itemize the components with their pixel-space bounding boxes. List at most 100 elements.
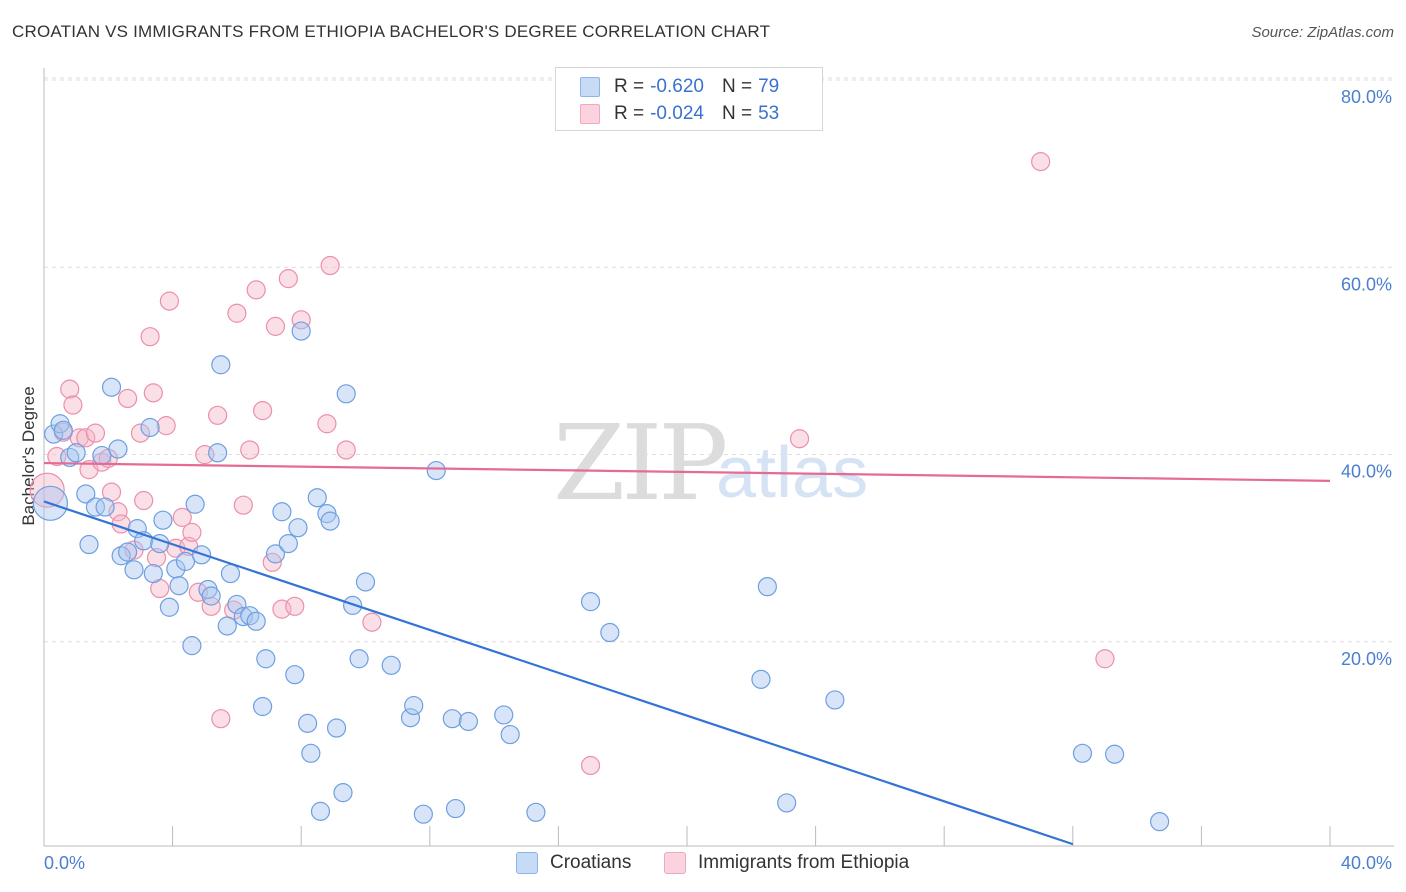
croatians-point [777,793,797,813]
ethiopia-point [63,395,83,415]
croatians-point [320,511,340,531]
croatians-point [298,713,318,733]
y-tick-label-40: 40.0% [1341,462,1392,482]
ethiopia-point [146,548,167,568]
croatians-point [140,417,160,438]
series-ethiopia-points [29,152,1115,776]
croatians-point [208,443,228,463]
croatians-point [108,439,128,459]
croatians-point [404,695,424,716]
croatians-point [1072,743,1093,763]
ethiopia-point [253,401,273,421]
series-legend: Croatians Immigrants from Ethiopia [0,852,1406,878]
croatians-point [256,649,276,669]
ethiopia-point [76,428,96,448]
legend-label-croatians: Croatians [550,852,632,873]
croatians-point [445,798,466,819]
watermark-zip: ZIP [553,402,728,524]
croatians-point [291,321,311,341]
legend-item-croatians[interactable]: Croatians [516,852,631,874]
ethiopia-point [156,416,176,436]
croatians-point [95,497,115,517]
x-tick-label-min: 0.0% [44,853,85,873]
croatians-point [757,577,777,597]
stats-legend-row-ethiopia: R = -0.024 N = 53 [580,102,779,126]
croatians-point [117,542,138,562]
croatians-point [227,594,247,615]
croatians-point [44,424,64,444]
croatians-point [355,572,376,592]
y-tick-label-60: 60.0% [1341,274,1392,294]
r-value-croatians: -0.620 [650,76,704,97]
ethiopia-point [117,388,138,409]
ethiopia-point [1031,152,1051,172]
ethiopia-point [143,383,163,403]
r-value-ethiopia: -0.024 [650,103,704,124]
trend-lines [43,461,1331,846]
croatians-point [76,484,96,504]
y-tick-label-80: 80.0% [1341,87,1392,107]
ethiopia-point [211,709,231,729]
stats-legend-row-croatians: R = -0.620 N = 79 [580,75,779,99]
ethiopia-point [278,269,298,289]
croatians-point [278,533,298,554]
croatians-point [301,743,321,763]
n-value-ethiopia: 53 [758,103,780,124]
croatians-point [336,384,356,404]
x-tick-label-max: 40.0% [1341,853,1392,873]
croatians-point [92,445,112,466]
croatians-point [79,534,99,555]
n-label: N = [721,76,753,97]
croatians-point [494,705,514,725]
croatians-point [751,669,771,689]
ethiopia-point [29,472,65,508]
croatians-point [175,551,196,571]
stats-legend: R = -0.620 N = 79 R = -0.024 N = 53 [555,67,823,131]
croatians-point [233,607,253,627]
grid-lines [44,77,1394,643]
legend-item-ethiopia[interactable]: Immigrants from Ethiopia [664,852,909,874]
croatians-point [272,502,292,522]
croatians-point [349,649,369,669]
croatians-point [66,443,86,463]
croatians-point [201,586,221,606]
croatians-point [600,622,620,643]
ethiopia-point [317,414,337,434]
axes [43,68,1394,847]
r-label: R = [614,76,645,97]
ethiopia-legend-swatch [664,852,686,874]
croatians-point [580,592,601,612]
ethiopia-point [336,440,356,460]
croatians-point [217,616,237,636]
croatians-point [825,690,845,710]
ethiopia-point [159,291,179,311]
croatians-point [285,665,305,685]
croatians-legend-swatch [516,852,538,874]
croatians-point [1104,744,1125,764]
chart-title: CROATIAN VS IMMIGRANTS FROM ETHIOPIA BAC… [12,22,771,41]
croatians-point [458,711,478,732]
croatians-point [310,801,331,821]
ethiopia-trend-line [43,461,1331,482]
croatians-point [169,576,189,596]
ethiopia-point [789,429,810,449]
ethiopia-point [208,405,228,425]
legend-label-ethiopia: Immigrants from Ethiopia [698,852,910,873]
ethiopia-point [182,522,202,542]
ethiopia-point [227,303,247,323]
croatians-point [526,802,546,822]
croatians-point [153,510,173,530]
ethiopia-point [130,423,151,443]
croatians-point [211,355,231,375]
ethiopia-point [240,440,260,460]
series-croatians-points [32,321,1170,832]
croatians-point [143,563,163,584]
croatians-point [413,804,433,824]
ethiopia-point [134,490,154,511]
ethiopia-point [362,612,382,632]
ethiopia-point [291,310,311,330]
ethiopia-point [60,379,80,399]
croatians-point [307,488,327,508]
croatians-point [185,494,205,514]
ethiopia-point [320,255,340,276]
